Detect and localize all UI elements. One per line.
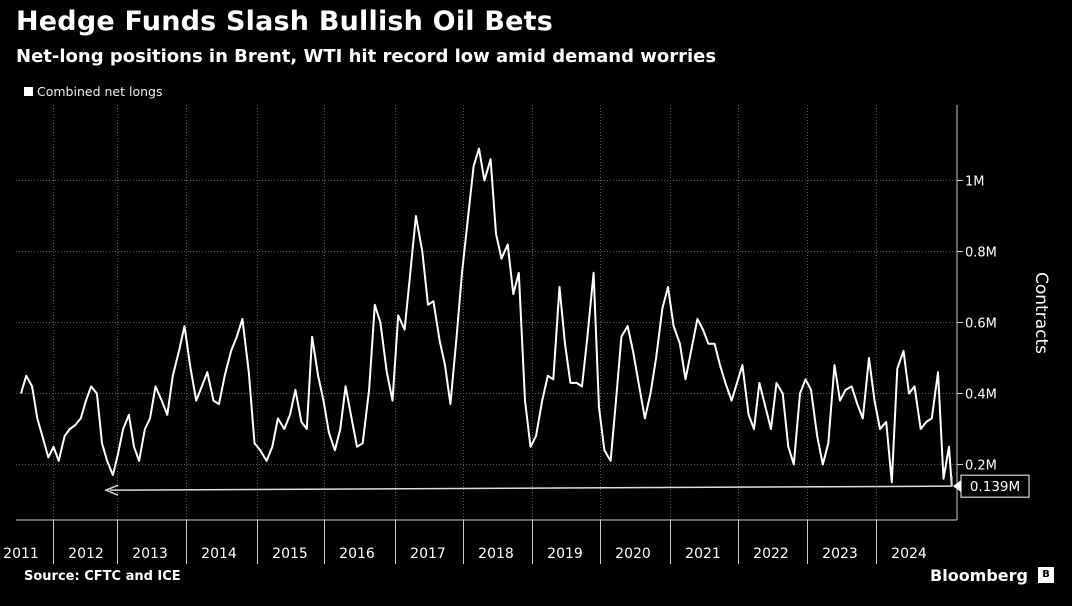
legend-label: Combined net longs [37, 84, 163, 99]
value-tag-label: 0.139M [970, 479, 1020, 495]
value-tag-pointer [953, 480, 961, 493]
x-tick-label: 2014 [201, 546, 237, 562]
y-tick-label: 0.4M [965, 388, 997, 403]
legend-swatch [24, 87, 33, 96]
legend: Combined net longs [24, 84, 162, 99]
axes: 0.2M 0.4M 0.6M 0.8M 1M 2011 2012 2013 2014 2015 20… [3, 105, 1051, 564]
x-tick-label: 2023 [822, 546, 858, 562]
x-tick-label: 2011 [3, 546, 39, 562]
x-tick-label: 2024 [891, 546, 927, 562]
y-tick-label: 0.2M [965, 459, 997, 474]
y-tick-label: 0.8M [965, 246, 997, 261]
x-tick-label: 2012 [68, 546, 104, 562]
x-tick-label: 2013 [132, 546, 168, 562]
x-tick-label: 2019 [547, 546, 583, 562]
arrow-head [104, 484, 119, 496]
y-tick-label: 1M [965, 175, 985, 190]
grid [16, 105, 957, 520]
bloomberg-icon: B [1038, 567, 1054, 583]
x-tick-label: 2021 [685, 546, 721, 562]
brand-logo: Bloomberg [930, 566, 1028, 585]
record-low-arrow [109, 485, 952, 491]
source-note: Source: CFTC and ICE [24, 569, 181, 584]
x-tick-label: 2017 [410, 546, 446, 562]
y-axis-title: Contracts [1031, 272, 1051, 354]
y-tick-label: 0.6M [965, 317, 997, 332]
x-tick-label: 2022 [753, 546, 789, 562]
x-tick-label: 2018 [478, 546, 514, 562]
x-tick-label: 2016 [339, 546, 375, 562]
annotations: 0.139M [104, 474, 1030, 498]
series-line-combined-net-longs [20, 147, 953, 487]
x-tick-label: 2015 [272, 546, 308, 562]
chart-subtitle: Net-long positions in Brent, WTI hit rec… [16, 46, 717, 67]
chart-title: Hedge Funds Slash Bullish Oil Bets [16, 6, 554, 37]
series [20, 147, 953, 487]
x-tick-label: 2020 [615, 546, 651, 562]
